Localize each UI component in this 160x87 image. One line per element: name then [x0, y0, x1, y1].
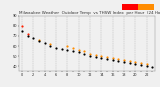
Point [111, 60, 114, 61]
Point [66, 49, 69, 51]
Point [77, 49, 80, 51]
Point [26, 33, 29, 35]
Point [123, 60, 125, 61]
Point [21, 30, 23, 32]
Point [43, 42, 46, 44]
Point [100, 55, 103, 57]
Point [89, 53, 91, 55]
Point [145, 66, 148, 67]
Point [77, 51, 80, 53]
Point [55, 47, 57, 49]
Point [49, 43, 52, 45]
Point [21, 25, 23, 26]
Point [140, 65, 142, 66]
Point [134, 62, 137, 63]
Point [89, 55, 91, 57]
Point [111, 58, 114, 59]
Point [32, 37, 35, 39]
Point [72, 47, 74, 49]
Text: Milwaukee Weather  Outdoor Temp  vs THSW Index  per Hour  (24 Hours): Milwaukee Weather Outdoor Temp vs THSW I… [19, 11, 160, 15]
Point [145, 64, 148, 65]
Point [100, 58, 103, 59]
Point [38, 40, 40, 42]
Point [83, 50, 86, 52]
Point [117, 61, 120, 62]
Point [94, 54, 97, 56]
Point [72, 50, 74, 52]
Point [134, 64, 137, 65]
Point [128, 61, 131, 62]
Point [151, 67, 154, 68]
Point [66, 45, 69, 47]
Point [106, 56, 108, 58]
Point [106, 58, 108, 60]
Point [49, 45, 52, 47]
Point [83, 53, 86, 55]
Point [94, 56, 97, 58]
Point [117, 58, 120, 60]
Point [128, 63, 131, 64]
Point [26, 35, 29, 37]
Point [123, 62, 125, 63]
Point [140, 63, 142, 64]
Point [60, 48, 63, 50]
Point [38, 39, 40, 41]
